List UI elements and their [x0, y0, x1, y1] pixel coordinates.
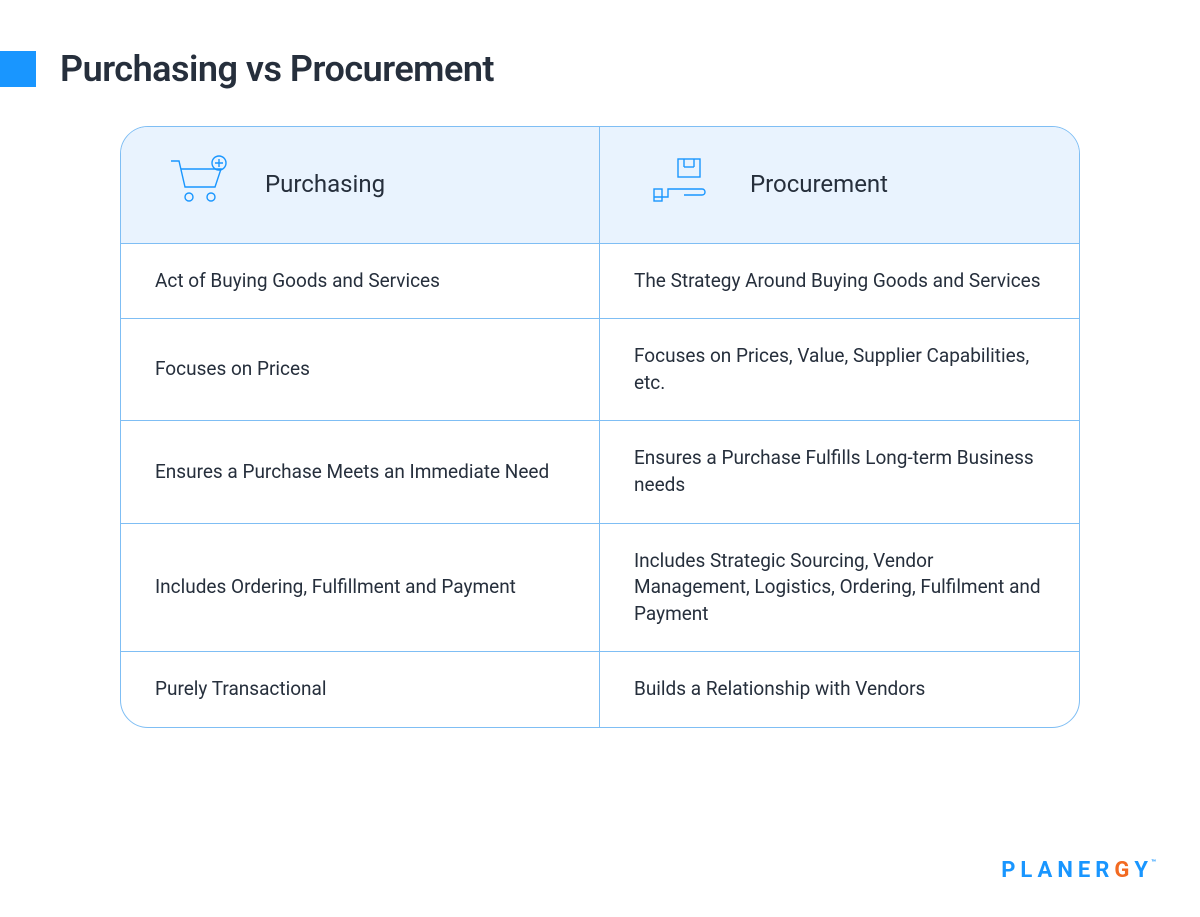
- cell-procurement: Focuses on Prices, Value, Supplier Capab…: [600, 319, 1079, 420]
- table-header-row: Purchasing Procurement: [121, 127, 1079, 243]
- table-row: Focuses on Prices Focuses on Prices, Val…: [121, 318, 1079, 420]
- cart-plus-icon: [169, 155, 233, 215]
- cell-purchasing: Purely Transactional: [121, 652, 600, 727]
- brand-accent: G: [1114, 858, 1134, 883]
- cell-procurement: Ensures a Purchase Fulfills Long-term Bu…: [600, 421, 1079, 522]
- table-row: Purely Transactional Builds a Relationsh…: [121, 651, 1079, 727]
- page-title: Purchasing vs Procurement: [60, 48, 494, 90]
- cell-procurement: The Strategy Around Buying Goods and Ser…: [600, 244, 1079, 319]
- cell-purchasing: Focuses on Prices: [121, 319, 600, 420]
- header-cell-procurement: Procurement: [600, 127, 1079, 243]
- brand-prefix: PLANER: [1001, 858, 1114, 883]
- cell-purchasing: Ensures a Purchase Meets an Immediate Ne…: [121, 421, 600, 522]
- table-row: Includes Ordering, Fulfillment and Payme…: [121, 523, 1079, 652]
- cell-purchasing: Includes Ordering, Fulfillment and Payme…: [121, 524, 600, 652]
- hand-box-icon: [648, 155, 718, 215]
- cell-procurement: Builds a Relationship with Vendors: [600, 652, 1079, 727]
- title-row: Purchasing vs Procurement: [0, 0, 1200, 126]
- title-accent-block: [0, 51, 36, 87]
- table-row: Ensures a Purchase Meets an Immediate Ne…: [121, 420, 1079, 522]
- cell-purchasing: Act of Buying Goods and Services: [121, 244, 600, 319]
- header-cell-purchasing: Purchasing: [121, 127, 600, 243]
- brand-tm: ™: [1151, 858, 1156, 867]
- cell-procurement: Includes Strategic Sourcing, Vendor Mana…: [600, 524, 1079, 652]
- header-label-purchasing: Purchasing: [265, 168, 385, 202]
- comparison-table: Purchasing Procurement Act of Buying Goo…: [120, 126, 1080, 728]
- header-label-procurement: Procurement: [750, 168, 888, 202]
- brand-logo: PLANERGY™: [1001, 858, 1156, 883]
- table-row: Act of Buying Goods and Services The Str…: [121, 243, 1079, 319]
